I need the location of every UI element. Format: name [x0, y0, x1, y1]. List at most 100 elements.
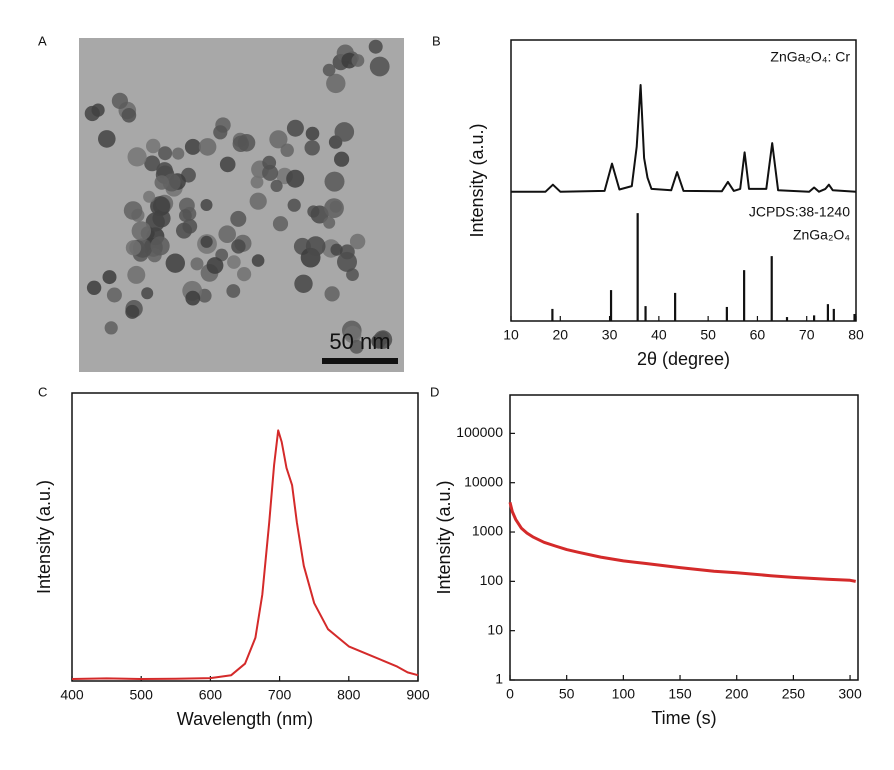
x-tick-label: 900 — [406, 687, 430, 703]
particle — [237, 267, 252, 282]
particle — [127, 147, 147, 167]
particle — [176, 222, 192, 239]
particle — [123, 201, 143, 220]
particle — [230, 210, 247, 227]
panel-label: B — [432, 33, 441, 48]
particle — [121, 108, 137, 123]
x-tick-label: 30 — [602, 327, 618, 343]
x-tick-label: 800 — [337, 687, 361, 703]
particle — [146, 138, 161, 154]
y-tick-label: 1000 — [472, 523, 503, 539]
particle — [286, 119, 304, 137]
particle — [310, 205, 329, 224]
particle — [369, 56, 390, 77]
annotation: JCPDS:38-1240 — [749, 204, 850, 220]
particle — [251, 254, 265, 267]
particle — [150, 196, 171, 217]
x-tick-label: 100 — [612, 686, 636, 702]
y-axis-label: Intensity (a.u.) — [467, 123, 487, 237]
particle — [334, 151, 350, 167]
particle — [125, 304, 140, 319]
panel-label: D — [430, 384, 439, 399]
particle — [98, 130, 116, 148]
particle — [127, 265, 146, 284]
particle — [262, 164, 279, 181]
particle — [280, 143, 294, 157]
particle — [150, 236, 170, 256]
particle — [111, 92, 128, 109]
x-tick-label: 250 — [782, 686, 806, 702]
particle — [158, 146, 173, 161]
x-tick-label: 50 — [700, 327, 716, 343]
particle — [322, 63, 336, 77]
x-tick-label: 400 — [60, 687, 84, 703]
particle — [330, 243, 343, 256]
tem-image — [79, 38, 404, 372]
scale-bar-label: 50 nm — [329, 329, 390, 354]
particle — [226, 284, 241, 298]
y-tick-label: 100000 — [456, 424, 503, 440]
data-line — [508, 501, 856, 583]
plot-frame — [509, 394, 859, 681]
particle — [351, 54, 365, 67]
particle — [324, 198, 344, 219]
x-tick-label: 700 — [268, 687, 292, 703]
scale-bar — [322, 358, 398, 364]
x-tick-label: 200 — [725, 686, 749, 702]
x-tick-label: 500 — [130, 687, 154, 703]
x-tick-label: 150 — [668, 686, 692, 702]
particle — [270, 179, 283, 192]
particle — [106, 287, 122, 303]
y-tick-label: 10 — [487, 621, 503, 637]
particle — [324, 286, 340, 302]
particle — [286, 169, 305, 188]
particle — [227, 255, 241, 269]
x-tick-label: 10 — [503, 327, 519, 343]
particle — [184, 138, 201, 155]
particle — [165, 253, 185, 273]
particle — [145, 212, 165, 232]
particle — [249, 192, 267, 210]
particle — [144, 155, 161, 172]
particle — [237, 134, 256, 152]
particle — [368, 39, 383, 54]
particle — [219, 156, 236, 173]
particle — [269, 130, 288, 149]
x-tick-label: 0 — [506, 686, 514, 702]
x-tick-label: 20 — [552, 327, 568, 343]
particle — [305, 126, 320, 141]
particle — [326, 73, 346, 94]
y-tick-label: 100 — [480, 572, 504, 588]
particle — [349, 339, 364, 354]
particle — [334, 122, 355, 142]
particle — [304, 140, 320, 156]
panel-label: C — [38, 384, 47, 399]
particle — [337, 251, 357, 272]
particle — [206, 257, 224, 274]
data-line — [511, 84, 857, 193]
particle — [349, 233, 366, 250]
particle — [213, 125, 228, 140]
particle — [179, 197, 195, 214]
x-axis-label: Time (s) — [651, 708, 716, 728]
plot-frame — [510, 39, 857, 322]
x-tick-label: 60 — [750, 327, 766, 343]
x-tick-label: 300 — [838, 686, 862, 702]
particle — [102, 270, 117, 285]
particle — [185, 290, 201, 306]
plot-frame — [71, 392, 419, 682]
particle — [250, 175, 264, 189]
data-line — [71, 429, 419, 680]
particle — [323, 216, 336, 229]
particle — [287, 198, 301, 212]
particle — [343, 325, 362, 344]
y-axis-label: Intensity (a.u.) — [434, 480, 454, 594]
particle — [231, 239, 246, 254]
particle — [200, 235, 213, 248]
particle — [125, 240, 142, 256]
particle — [172, 147, 185, 160]
y-tick-label: 10000 — [464, 473, 503, 489]
particle — [141, 287, 154, 300]
particle — [104, 321, 118, 335]
